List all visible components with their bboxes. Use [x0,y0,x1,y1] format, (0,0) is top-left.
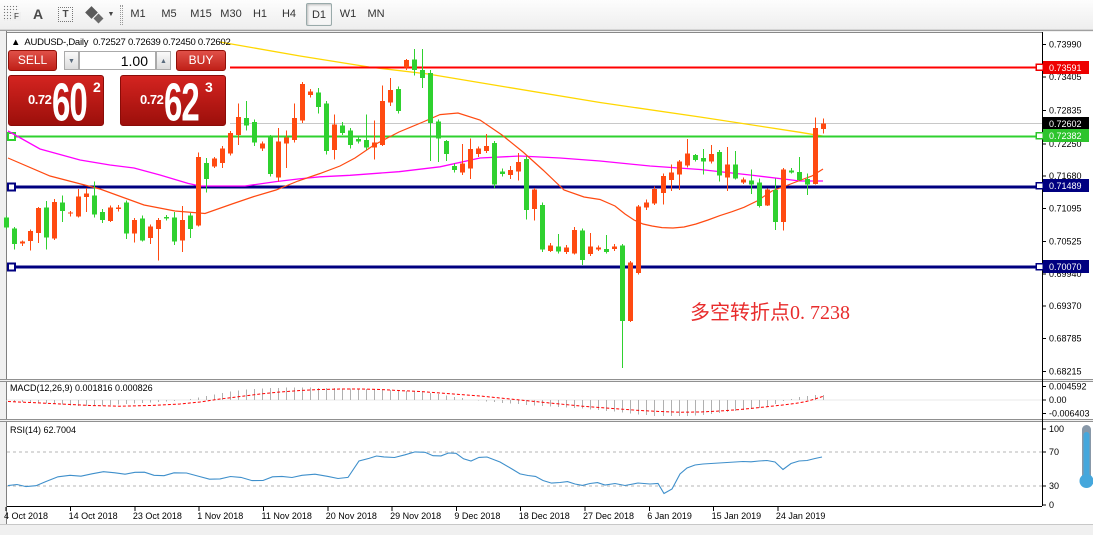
svg-text:70: 70 [1049,447,1059,457]
svg-text:29 Nov 2018: 29 Nov 2018 [390,511,441,521]
svg-text:0.70070: 0.70070 [1049,262,1082,272]
svg-text:0: 0 [1049,500,1054,510]
svg-text:1 Nov 2018: 1 Nov 2018 [197,511,243,521]
svg-text:MACD(12,26,9) 0.001816 0.00082: MACD(12,26,9) 0.001816 0.000826 [10,383,153,393]
svg-text:0.71095: 0.71095 [1049,204,1082,214]
svg-text:0.69370: 0.69370 [1049,301,1082,311]
svg-text:0.73990: 0.73990 [1049,40,1082,50]
svg-text:11 Nov 2018: 11 Nov 2018 [262,511,312,521]
svg-text:23 Oct 2018: 23 Oct 2018 [133,511,182,521]
svg-text:0.00: 0.00 [1049,395,1067,405]
svg-text:0.72250: 0.72250 [1049,139,1082,149]
svg-text:18 Dec 2018: 18 Dec 2018 [519,511,570,521]
svg-text:4 Oct 2018: 4 Oct 2018 [4,511,48,521]
svg-text:0.68215: 0.68215 [1049,367,1082,377]
svg-text:30: 30 [1049,481,1059,491]
svg-text:0.72602: 0.72602 [1049,119,1082,129]
svg-text:0.73591: 0.73591 [1049,63,1082,73]
svg-text:多空转折点0. 7238: 多空转折点0. 7238 [690,301,850,324]
svg-text:0.69940: 0.69940 [1049,269,1082,279]
svg-text:-0.006403: -0.006403 [1049,409,1090,419]
svg-text:0.68785: 0.68785 [1049,334,1082,344]
svg-text:0.71489: 0.71489 [1049,181,1082,191]
svg-text:0.73405: 0.73405 [1049,72,1082,82]
svg-text:14 Oct 2018: 14 Oct 2018 [69,511,118,521]
svg-text:100: 100 [1049,424,1064,434]
svg-text:24 Jan 2019: 24 Jan 2019 [776,511,826,521]
svg-text:27 Dec 2018: 27 Dec 2018 [583,511,634,521]
svg-text:20 Nov 2018: 20 Nov 2018 [326,511,377,521]
svg-text:RSI(14) 62.7004: RSI(14) 62.7004 [10,425,76,435]
svg-text:0.70525: 0.70525 [1049,237,1082,247]
svg-text:0.72382: 0.72382 [1049,131,1082,141]
svg-text:9 Dec 2018: 9 Dec 2018 [454,511,500,521]
svg-text:0.004592: 0.004592 [1049,382,1087,392]
svg-text:0.72835: 0.72835 [1049,106,1082,116]
svg-text:6 Jan 2019: 6 Jan 2019 [647,511,692,521]
svg-text:0.71680: 0.71680 [1049,171,1082,181]
svg-text:15 Jan 2019: 15 Jan 2019 [712,511,762,521]
